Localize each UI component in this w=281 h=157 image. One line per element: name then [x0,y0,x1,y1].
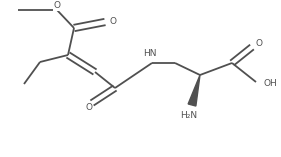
Text: O: O [53,2,60,11]
Polygon shape [188,75,200,106]
Text: H₂N: H₂N [180,111,198,119]
Text: OH: OH [264,79,278,89]
Text: HN: HN [143,49,157,57]
Text: O: O [256,40,263,49]
Text: O: O [110,17,117,27]
Text: O: O [85,103,92,113]
